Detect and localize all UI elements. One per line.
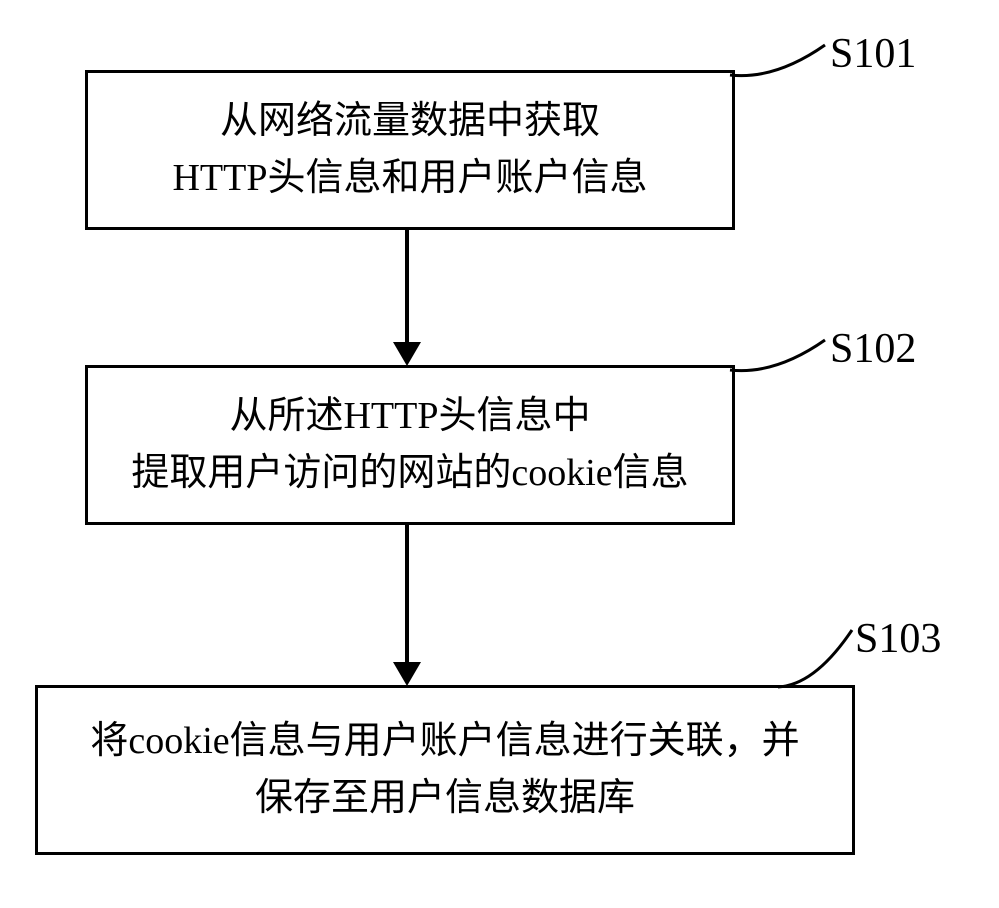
step-label-1: S101	[830, 30, 916, 78]
flowchart-container: 从网络流量数据中获取 HTTP头信息和用户账户信息 S101 从所述HTTP头信…	[0, 0, 999, 908]
arrow-1	[393, 342, 421, 366]
flowchart-step-2: 从所述HTTP头信息中 提取用户访问的网站的cookie信息	[85, 365, 735, 525]
flowchart-step-3: 将cookie信息与用户账户信息进行关联，并 保存至用户信息数据库	[35, 685, 855, 855]
step-1-line2: HTTP头信息和用户账户信息	[172, 150, 647, 207]
leader-curve-1	[725, 30, 835, 85]
step-2-line1: 从所述HTTP头信息中	[229, 388, 590, 445]
leader-curve-3	[770, 615, 865, 695]
connector-1	[405, 230, 409, 342]
step-3-line1: 将cookie信息与用户账户信息进行关联，并	[90, 713, 799, 770]
leader-curve-2	[725, 325, 835, 380]
step-3-line2: 保存至用户信息数据库	[255, 770, 635, 827]
step-label-2: S102	[830, 325, 916, 373]
step-label-3: S103	[855, 615, 941, 663]
connector-2	[405, 525, 409, 662]
step-1-line1: 从网络流量数据中获取	[220, 93, 600, 150]
arrow-2	[393, 662, 421, 686]
flowchart-step-1: 从网络流量数据中获取 HTTP头信息和用户账户信息	[85, 70, 735, 230]
step-2-line2: 提取用户访问的网站的cookie信息	[131, 445, 688, 502]
